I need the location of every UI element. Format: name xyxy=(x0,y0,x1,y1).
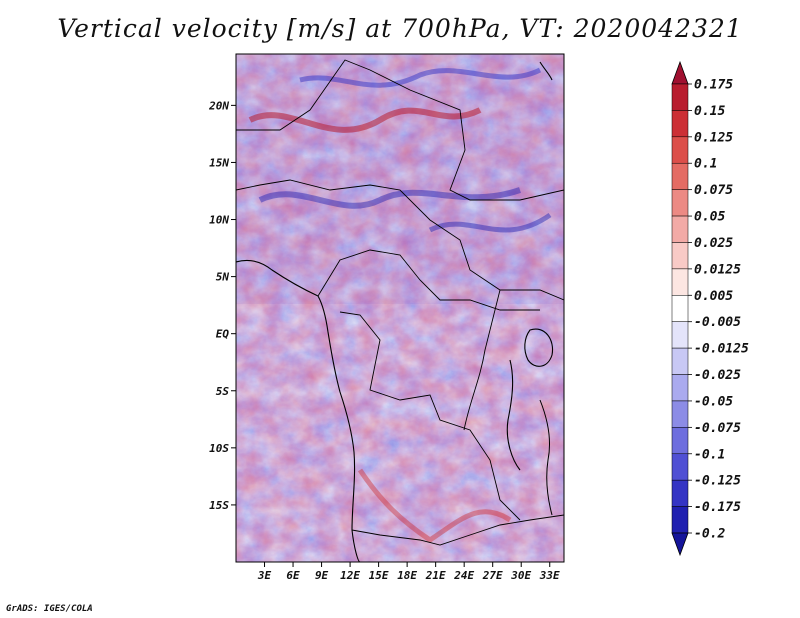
colorbar-top-arrow xyxy=(671,60,689,85)
colorbar-swatch xyxy=(671,136,689,164)
colorbar-swatch xyxy=(671,215,689,243)
colorbar-label: 0.025 xyxy=(694,236,733,251)
lake-tanganyika-outline xyxy=(506,359,521,471)
lon-tick-label: 3E xyxy=(257,569,272,582)
colorbar-swatch xyxy=(671,162,689,190)
country-border-north xyxy=(236,59,564,201)
lake-malawi-outline xyxy=(539,399,553,516)
colorbar-label: -0.005 xyxy=(694,315,741,330)
grads-credit: GrADS: IGES/COLA xyxy=(6,604,93,614)
colorbar-swatch xyxy=(671,295,689,322)
lat-tick-label: 15S xyxy=(209,499,229,512)
longitude-axis: 3E 6E 9E 12E 15E 18E 21E 24E 27E 30E 33E xyxy=(257,562,560,582)
colorbar-label: -0.2 xyxy=(694,527,725,542)
lon-tick-label: 9E xyxy=(315,569,329,582)
colorbar-swatch xyxy=(671,110,689,138)
colorbar-label: 0.175 xyxy=(694,78,733,93)
map-plot-area xyxy=(235,53,565,563)
vertical-velocity-field xyxy=(236,54,564,562)
country-border-sahel xyxy=(236,179,564,301)
colorbar-swatch xyxy=(671,189,689,217)
colorbar-swatch xyxy=(671,374,689,402)
colorbar-label: 0.1 xyxy=(694,157,717,172)
lon-tick-label: 24E xyxy=(453,569,474,582)
colorbar-bottom-arrow xyxy=(671,532,689,557)
updraft-band-north xyxy=(248,107,482,133)
lon-tick-label: 6E xyxy=(286,569,300,582)
colorbar-label: -0.1 xyxy=(694,447,725,462)
lat-tick-label: 10S xyxy=(209,442,229,455)
lon-tick-label: 33E xyxy=(539,569,560,582)
colorbar-swatch xyxy=(671,83,689,111)
country-border-east xyxy=(463,289,501,431)
colorbar-label: 0.0125 xyxy=(694,262,741,277)
colorbar-swatch xyxy=(671,427,689,455)
lon-tick-label: 15E xyxy=(369,569,389,582)
country-border-south xyxy=(351,514,564,546)
latitude-axis: 20N 15N 10N 5N EQ 5S 10S 15S xyxy=(208,99,236,512)
colorbar-swatch xyxy=(671,479,689,507)
country-border-central xyxy=(317,249,540,311)
lon-tick-label: 21E xyxy=(425,569,446,582)
red-sea-coast xyxy=(539,61,553,81)
colorbar-swatch xyxy=(671,400,689,428)
colorbar-swatch xyxy=(671,268,689,296)
colorbar: 0.175 0.15 0.125 0.1 0.075 0.05 0.025 0.0125 0.0… xyxy=(671,60,749,557)
lat-tick-label: 15N xyxy=(209,156,229,169)
downdraft-band-sahel xyxy=(258,187,521,209)
downdraft-band-sahara xyxy=(299,67,542,88)
colorbar-label: -0.125 xyxy=(694,474,741,489)
lon-tick-label: 12E xyxy=(340,569,360,582)
downdraft-band-east xyxy=(428,212,552,233)
lat-tick-label: 5S xyxy=(216,385,230,398)
lon-tick-label: 27E xyxy=(482,569,503,582)
colorbar-label: -0.0125 xyxy=(694,342,749,357)
chart-title: Vertical velocity [m/s] at 700hPa, VT: 2… xyxy=(57,14,743,43)
colorbar-label: 0.05 xyxy=(694,210,725,225)
atlantic-coastline xyxy=(236,259,361,562)
lon-tick-label: 30E xyxy=(510,569,531,582)
colorbar-swatch xyxy=(671,506,689,534)
colorbar-label: -0.075 xyxy=(694,421,741,436)
colorbar-label: 0.125 xyxy=(694,130,733,145)
colorbar-swatch xyxy=(671,453,689,481)
colorbar-swatch xyxy=(671,347,689,375)
country-border-congo xyxy=(339,311,521,521)
lat-tick-label: 20N xyxy=(208,99,229,112)
map-border xyxy=(235,53,565,563)
updraft-band-south xyxy=(357,468,512,544)
lat-tick-label: 10N xyxy=(209,214,229,227)
colorbar-label: -0.175 xyxy=(694,500,741,515)
colorbar-swatch xyxy=(671,321,689,349)
colorbar-label: -0.05 xyxy=(694,394,733,409)
lon-tick-label: 18E xyxy=(397,569,417,582)
colorbar-label: -0.025 xyxy=(694,368,741,383)
lake-victoria-outline xyxy=(524,328,554,367)
lat-tick-label: EQ xyxy=(216,328,230,341)
lat-tick-label: 5N xyxy=(216,271,230,284)
colorbar-label: 0.15 xyxy=(694,104,725,119)
colorbar-label: 0.005 xyxy=(694,289,733,304)
colorbar-label: 0.075 xyxy=(694,183,733,198)
colorbar-swatch xyxy=(671,242,689,270)
